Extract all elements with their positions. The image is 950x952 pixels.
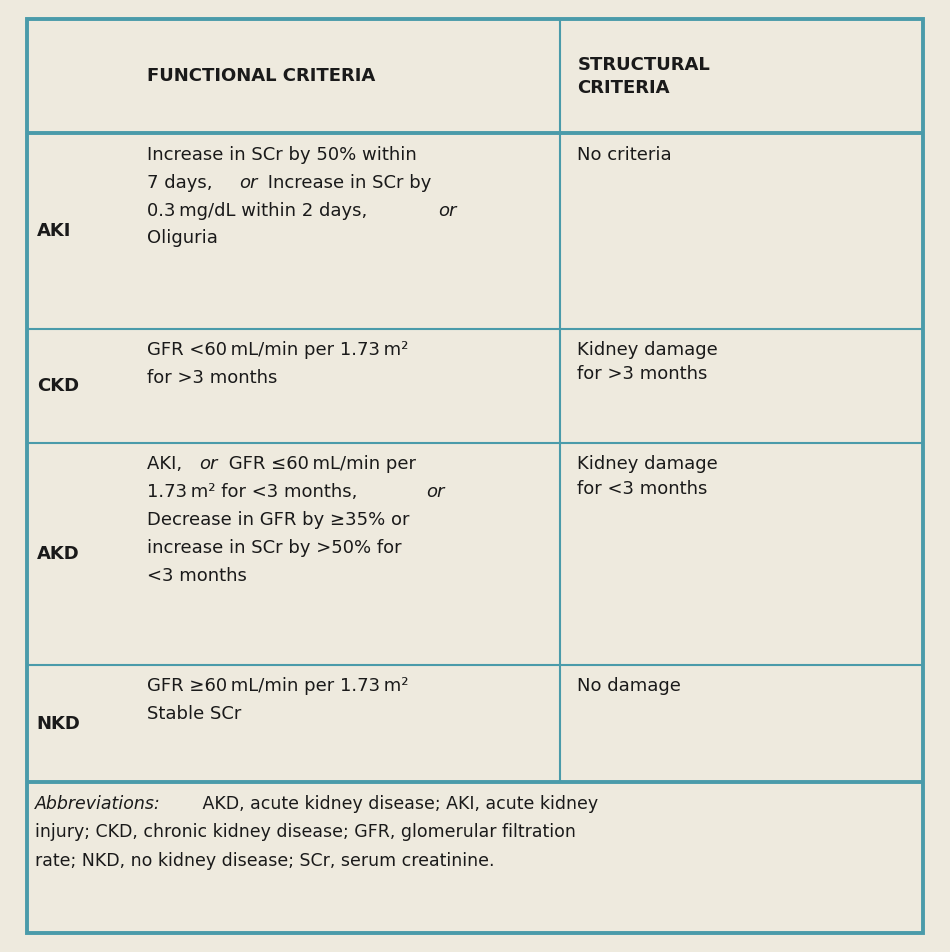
Text: GFR <60 mL/min per 1.73 m²: GFR <60 mL/min per 1.73 m² xyxy=(147,341,408,359)
Text: AKD, acute kidney disease; AKI, acute kidney: AKD, acute kidney disease; AKI, acute ki… xyxy=(198,795,598,813)
Text: CKD: CKD xyxy=(37,377,79,395)
Text: Oliguria: Oliguria xyxy=(147,229,218,248)
Text: GFR ≥60 mL/min per 1.73 m²: GFR ≥60 mL/min per 1.73 m² xyxy=(147,678,408,695)
Text: No criteria: No criteria xyxy=(578,146,672,164)
Text: AKI,: AKI, xyxy=(147,455,188,473)
Text: rate; NKD, no kidney disease; SCr, serum creatinine.: rate; NKD, no kidney disease; SCr, serum… xyxy=(35,852,495,870)
Text: FUNCTIONAL CRITERIA: FUNCTIONAL CRITERIA xyxy=(147,67,375,85)
Text: No damage: No damage xyxy=(578,678,681,695)
Text: Stable SCr: Stable SCr xyxy=(147,705,241,724)
Text: 7 days,: 7 days, xyxy=(147,173,218,191)
Text: Kidney damage
for <3 months: Kidney damage for <3 months xyxy=(578,455,718,498)
Text: increase in SCr by >50% for: increase in SCr by >50% for xyxy=(147,539,402,557)
Text: for >3 months: for >3 months xyxy=(147,369,277,387)
Text: AKI: AKI xyxy=(37,222,71,240)
Text: or: or xyxy=(426,484,444,502)
Text: GFR ≤60 mL/min per: GFR ≤60 mL/min per xyxy=(223,455,416,473)
Text: or: or xyxy=(238,173,257,191)
Text: Increase in SCr by 50% within: Increase in SCr by 50% within xyxy=(147,146,417,164)
Text: STRUCTURAL
CRITERIA: STRUCTURAL CRITERIA xyxy=(578,55,710,96)
Text: or: or xyxy=(439,202,457,220)
Text: 0.3 mg/dL within 2 days,: 0.3 mg/dL within 2 days, xyxy=(147,202,372,220)
Text: 1.73 m² for <3 months,: 1.73 m² for <3 months, xyxy=(147,484,363,502)
Text: AKD: AKD xyxy=(37,545,80,563)
Text: or: or xyxy=(200,455,218,473)
Text: Increase in SCr by: Increase in SCr by xyxy=(262,173,432,191)
Text: Abbreviations:: Abbreviations: xyxy=(35,795,161,813)
Text: NKD: NKD xyxy=(37,715,81,733)
Text: <3 months: <3 months xyxy=(147,567,247,585)
Text: Decrease in GFR by ≥35% or: Decrease in GFR by ≥35% or xyxy=(147,511,409,529)
Text: Kidney damage
for >3 months: Kidney damage for >3 months xyxy=(578,341,718,384)
Text: injury; CKD, chronic kidney disease; GFR, glomerular filtration: injury; CKD, chronic kidney disease; GFR… xyxy=(35,823,576,842)
